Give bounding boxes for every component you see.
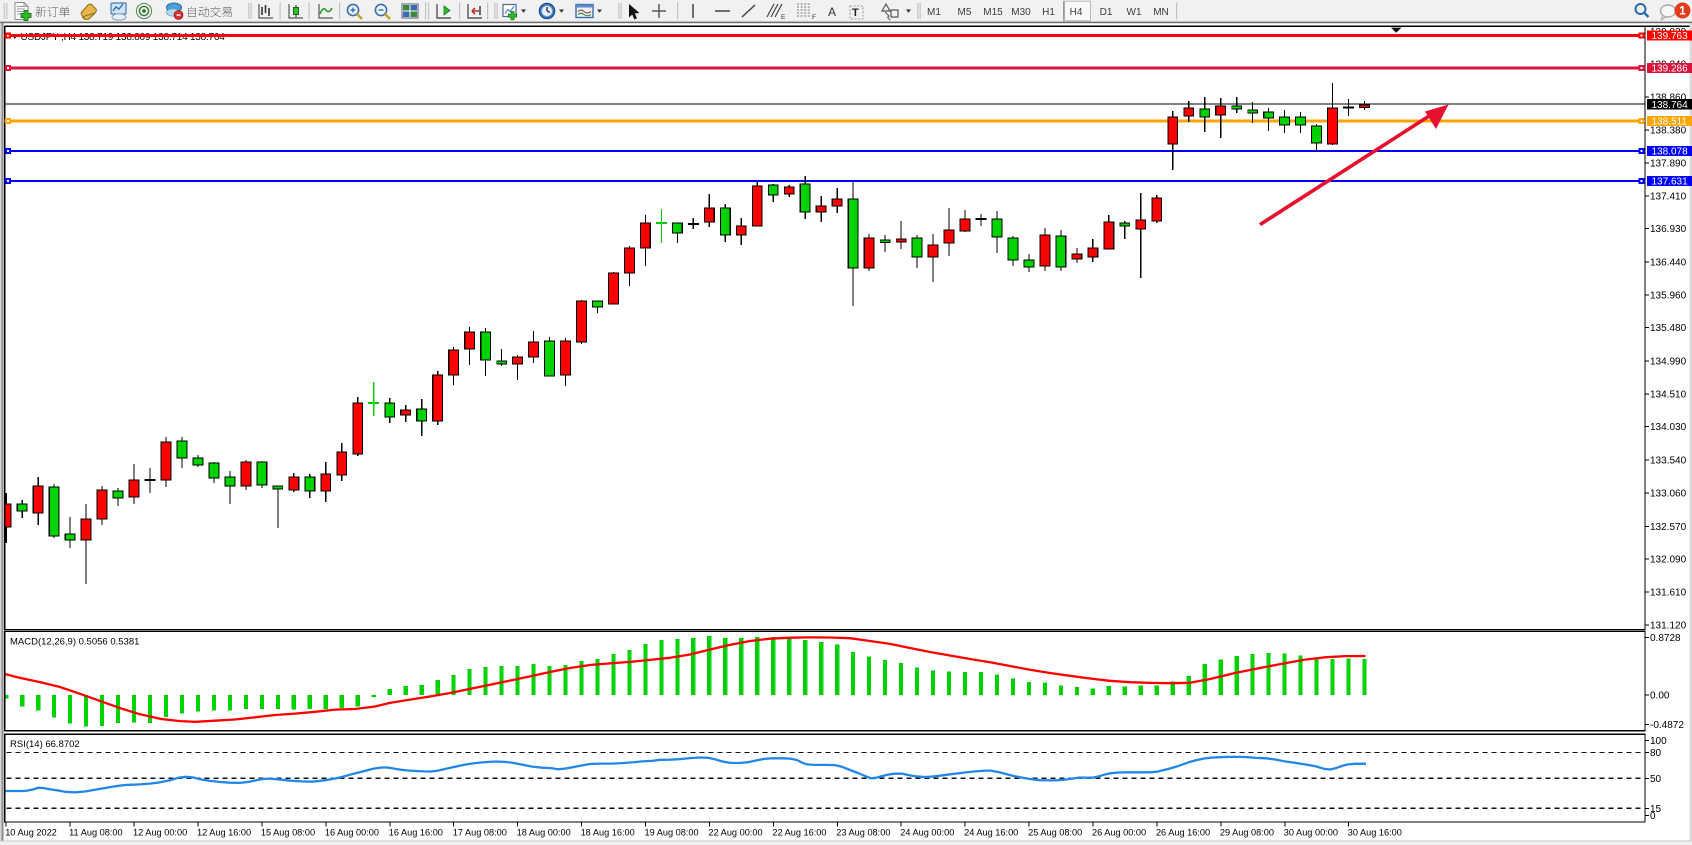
svg-text:W1: W1 [1127,7,1142,18]
svg-text:26 Aug 16:00: 26 Aug 16:00 [1156,828,1210,838]
svg-text:133.540: 133.540 [1650,456,1687,467]
svg-text:M1: M1 [927,7,941,18]
svg-text:0.00: 0.00 [1650,691,1670,702]
svg-text:138.511: 138.511 [1652,117,1688,128]
svg-text:19 Aug 08:00: 19 Aug 08:00 [645,828,699,838]
svg-text:18 Aug 16:00: 18 Aug 16:00 [581,828,635,838]
svg-text:10 Aug 2022: 10 Aug 2022 [5,828,57,838]
svg-text:134.510: 134.510 [1650,389,1687,400]
svg-text:139.763: 139.763 [1652,31,1689,42]
svg-text:15: 15 [1650,804,1662,815]
svg-text:16 Aug 16:00: 16 Aug 16:00 [389,828,443,838]
svg-text:MN: MN [1153,7,1169,18]
svg-text:24 Aug 16:00: 24 Aug 16:00 [964,828,1018,838]
svg-text:134.030: 134.030 [1650,422,1687,433]
svg-text:131.120: 131.120 [1650,621,1687,632]
svg-text:USDJPY ,H4 138.719 138.809 13: USDJPY ,H4 138.719 138.809 138.714 138.7… [21,32,226,43]
svg-text:M5: M5 [958,7,972,18]
svg-text:24 Aug 00:00: 24 Aug 00:00 [900,828,954,838]
svg-text:137.410: 137.410 [1650,192,1687,203]
svg-text:133.060: 133.060 [1650,488,1687,499]
svg-text:23 Aug 08:00: 23 Aug 08:00 [836,828,890,838]
svg-text:12 Aug 00:00: 12 Aug 00:00 [133,828,187,838]
svg-text:22 Aug 00:00: 22 Aug 00:00 [708,828,762,838]
svg-text:132.090: 132.090 [1650,555,1687,566]
svg-text:50: 50 [1650,774,1662,785]
svg-text:MACD(12,26,9) 0.5056 0.5381: MACD(12,26,9) 0.5056 0.5381 [10,637,139,648]
svg-text:100: 100 [1650,736,1667,747]
svg-text:26 Aug 00:00: 26 Aug 00:00 [1092,828,1146,838]
svg-text:137.890: 137.890 [1650,159,1687,170]
svg-text:E: E [781,14,786,21]
svg-text:T: T [852,7,859,19]
svg-text:136.440: 136.440 [1650,258,1687,269]
svg-text:30 Aug 00:00: 30 Aug 00:00 [1284,828,1338,838]
svg-text:12 Aug 16:00: 12 Aug 16:00 [197,828,251,838]
svg-text:18 Aug 00:00: 18 Aug 00:00 [517,828,571,838]
svg-text:22 Aug 16:00: 22 Aug 16:00 [772,828,826,838]
svg-text:135.960: 135.960 [1650,290,1687,301]
svg-text:15 Aug 08:00: 15 Aug 08:00 [261,828,315,838]
svg-text:11 Aug 08:00: 11 Aug 08:00 [69,828,122,838]
svg-text:138.860: 138.860 [1650,93,1687,104]
svg-text:131.610: 131.610 [1650,587,1687,598]
svg-text:137.631: 137.631 [1652,177,1689,188]
svg-text:H4: H4 [1070,7,1083,18]
svg-text:25 Aug 08:00: 25 Aug 08:00 [1028,828,1082,838]
svg-text:17 Aug 08:00: 17 Aug 08:00 [453,828,507,838]
svg-text:134.990: 134.990 [1650,357,1687,368]
svg-text:-0.4872: -0.4872 [1650,720,1684,731]
svg-text:16 Aug 00:00: 16 Aug 00:00 [325,828,379,838]
svg-text:138.764: 138.764 [1652,100,1689,111]
svg-text:A: A [828,5,836,19]
svg-text:139.286: 139.286 [1652,64,1689,75]
svg-text:80: 80 [1650,748,1662,759]
svg-text:132.570: 132.570 [1650,522,1687,533]
svg-text:H1: H1 [1042,7,1055,18]
svg-text:0.8728: 0.8728 [1650,633,1681,644]
svg-text:RSI(14) 66.8702: RSI(14) 66.8702 [10,739,80,750]
svg-text:136.930: 136.930 [1650,224,1687,235]
svg-text:M15: M15 [983,7,1003,18]
svg-text:D1: D1 [1100,7,1113,18]
svg-text:30 Aug 16:00: 30 Aug 16:00 [1348,828,1402,838]
svg-text:138.078: 138.078 [1652,147,1689,158]
svg-text:1: 1 [1679,6,1686,18]
svg-text:0: 0 [1650,811,1656,822]
svg-text:135.480: 135.480 [1650,323,1687,334]
svg-text:138.380: 138.380 [1650,125,1687,136]
svg-text:F: F [812,14,816,21]
svg-text:M30: M30 [1011,7,1031,18]
svg-text:29 Aug 08:00: 29 Aug 08:00 [1220,828,1274,838]
